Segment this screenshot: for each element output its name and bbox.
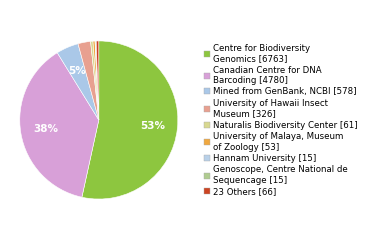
Wedge shape <box>82 41 178 199</box>
Wedge shape <box>57 44 99 120</box>
Text: 38%: 38% <box>33 124 58 134</box>
Wedge shape <box>20 53 99 197</box>
Wedge shape <box>90 41 99 120</box>
Wedge shape <box>96 41 99 120</box>
Text: 5%: 5% <box>68 66 86 76</box>
Text: 53%: 53% <box>140 121 165 131</box>
Wedge shape <box>95 41 99 120</box>
Wedge shape <box>93 41 99 120</box>
Legend: Centre for Biodiversity
Genomics [6763], Canadian Centre for DNA
Barcoding [4780: Centre for Biodiversity Genomics [6763],… <box>204 44 358 196</box>
Wedge shape <box>78 41 99 120</box>
Wedge shape <box>96 41 99 120</box>
